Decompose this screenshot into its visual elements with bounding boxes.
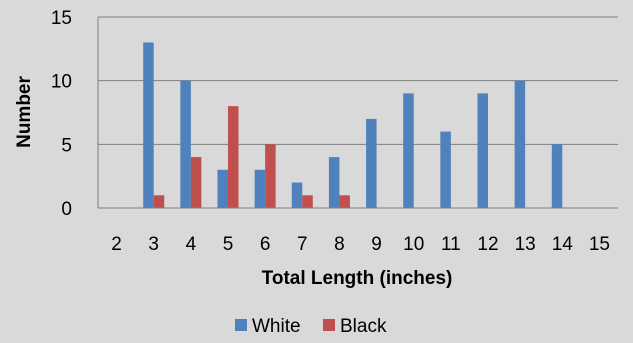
x-tick-label-4: 4	[186, 234, 197, 255]
bar-white-11	[440, 131, 451, 208]
bar-black-7	[302, 195, 313, 208]
bar-black-5	[228, 106, 239, 208]
bar-black-8	[339, 195, 350, 208]
bar-black-3	[153, 195, 165, 208]
bar-white-10	[403, 93, 414, 208]
x-tick-label-12: 12	[477, 234, 498, 255]
legend-swatch-white	[235, 319, 247, 331]
bar-white-7	[291, 182, 303, 208]
x-tick-label-9: 9	[371, 234, 382, 255]
bars	[143, 42, 563, 208]
bar-white-3	[143, 42, 154, 208]
y-tick-labels: 0 5 10 15	[51, 8, 72, 220]
bar-white-9	[366, 118, 377, 208]
bar-white-6	[254, 169, 266, 208]
x-axis-title: Total Length (inches)	[262, 268, 453, 289]
bar-black-4	[190, 157, 202, 208]
x-tick-labels: 2 3 4 5 6 7 8 9 10 11 12 13 14 15	[111, 234, 610, 255]
legend-label-black: Black	[340, 316, 387, 337]
legend: White Black	[235, 316, 387, 337]
x-tick-label-8: 8	[334, 234, 345, 255]
bar-white-12	[477, 93, 488, 208]
x-tick-label-13: 13	[515, 234, 536, 255]
x-tick-label-10: 10	[403, 234, 424, 255]
x-tick-label-14: 14	[552, 234, 574, 255]
bar-white-8	[328, 157, 340, 208]
bar-white-5	[217, 169, 228, 208]
x-tick-label-7: 7	[297, 234, 308, 255]
gridlines	[98, 16, 618, 209]
legend-label-white: White	[252, 316, 301, 337]
y-tick-label-0: 0	[61, 199, 72, 220]
x-tick-label-3: 3	[148, 234, 159, 255]
axes	[97, 17, 618, 209]
bar-white-13	[514, 80, 526, 208]
y-tick-label-15: 15	[51, 8, 72, 29]
x-tick-label-5: 5	[223, 234, 234, 255]
x-tick-label-2: 2	[111, 234, 122, 255]
x-tick-label-6: 6	[260, 234, 271, 255]
bar-white-14	[551, 144, 563, 208]
legend-swatch-black	[323, 319, 335, 331]
x-tick-label-11: 11	[441, 234, 461, 255]
y-axis-title: Number	[14, 76, 35, 148]
x-tick-label-15: 15	[589, 234, 610, 255]
y-tick-label-10: 10	[51, 72, 72, 93]
bar-white-4	[180, 80, 191, 208]
bar-black-6	[265, 144, 276, 208]
y-tick-label-5: 5	[61, 135, 72, 156]
